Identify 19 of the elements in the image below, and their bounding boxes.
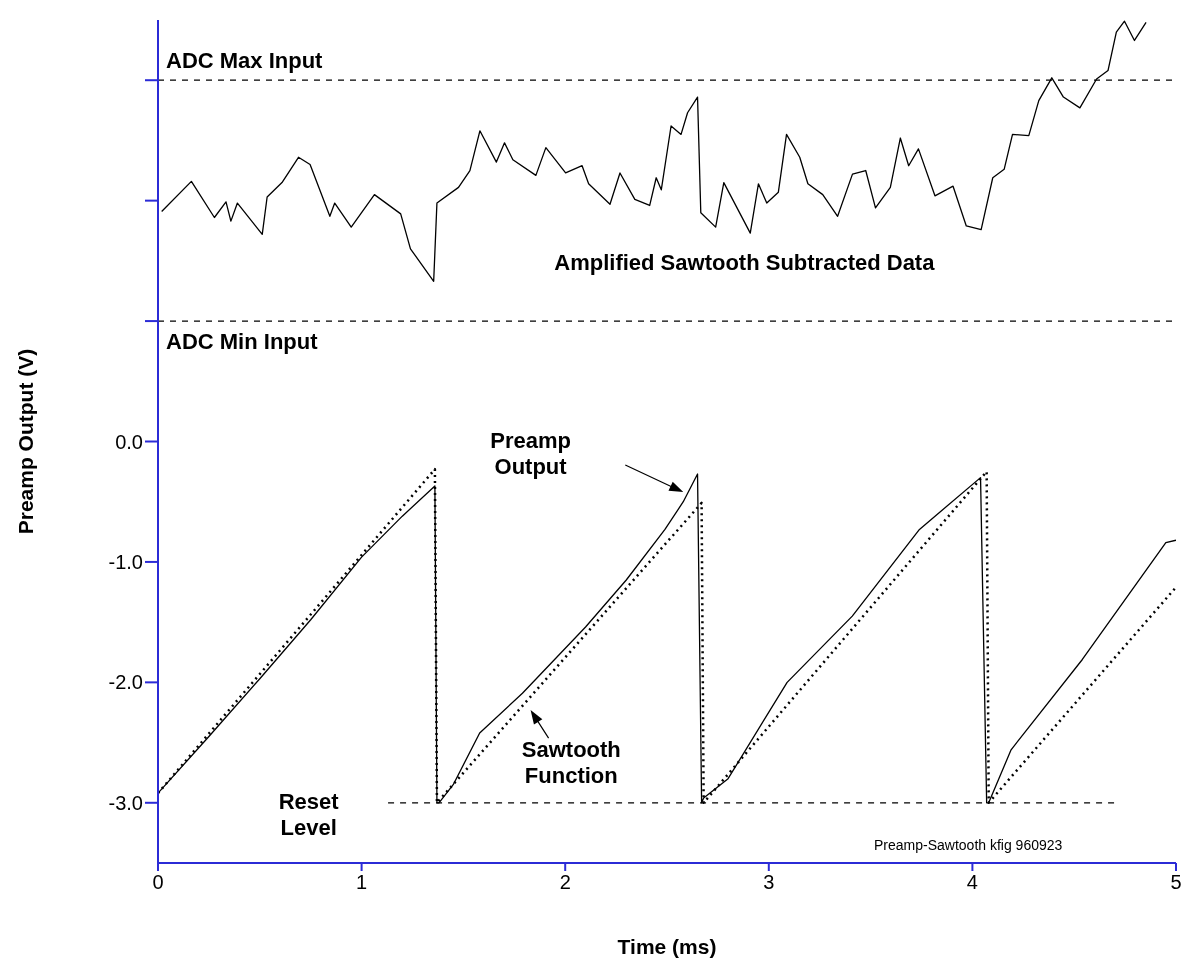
y-tick-label: -2.0 xyxy=(108,671,143,694)
x-tick-label: 5 xyxy=(1170,871,1182,893)
y-axis-title: Preamp Output (V) xyxy=(14,348,37,535)
ref-line-label: ADC Max Input xyxy=(166,48,324,74)
x-tick-label: 3 xyxy=(763,871,775,893)
text: Preamp Output xyxy=(490,427,571,479)
annotation: Preamp-Sawtooth kfig 960923 xyxy=(874,837,1063,853)
text: Reset Level xyxy=(278,788,340,840)
x-tick-label: 1 xyxy=(356,871,368,893)
x-axis-title: Time (ms) xyxy=(617,935,717,958)
series-label: Amplified Sawtooth Subtracted Data xyxy=(554,250,936,276)
y-tick-label: -3.0 xyxy=(108,791,143,814)
x-tick-label: 4 xyxy=(966,871,978,893)
legend-label: Sawtooth Function xyxy=(521,737,621,789)
y-tick-label: -1.0 xyxy=(108,550,143,573)
x-tick-label: 0 xyxy=(152,871,164,893)
x-tick-label: 2 xyxy=(559,871,571,893)
y-tick-label: 0.0 xyxy=(115,430,143,453)
ref-line-label: ADC Min Input xyxy=(166,329,319,355)
